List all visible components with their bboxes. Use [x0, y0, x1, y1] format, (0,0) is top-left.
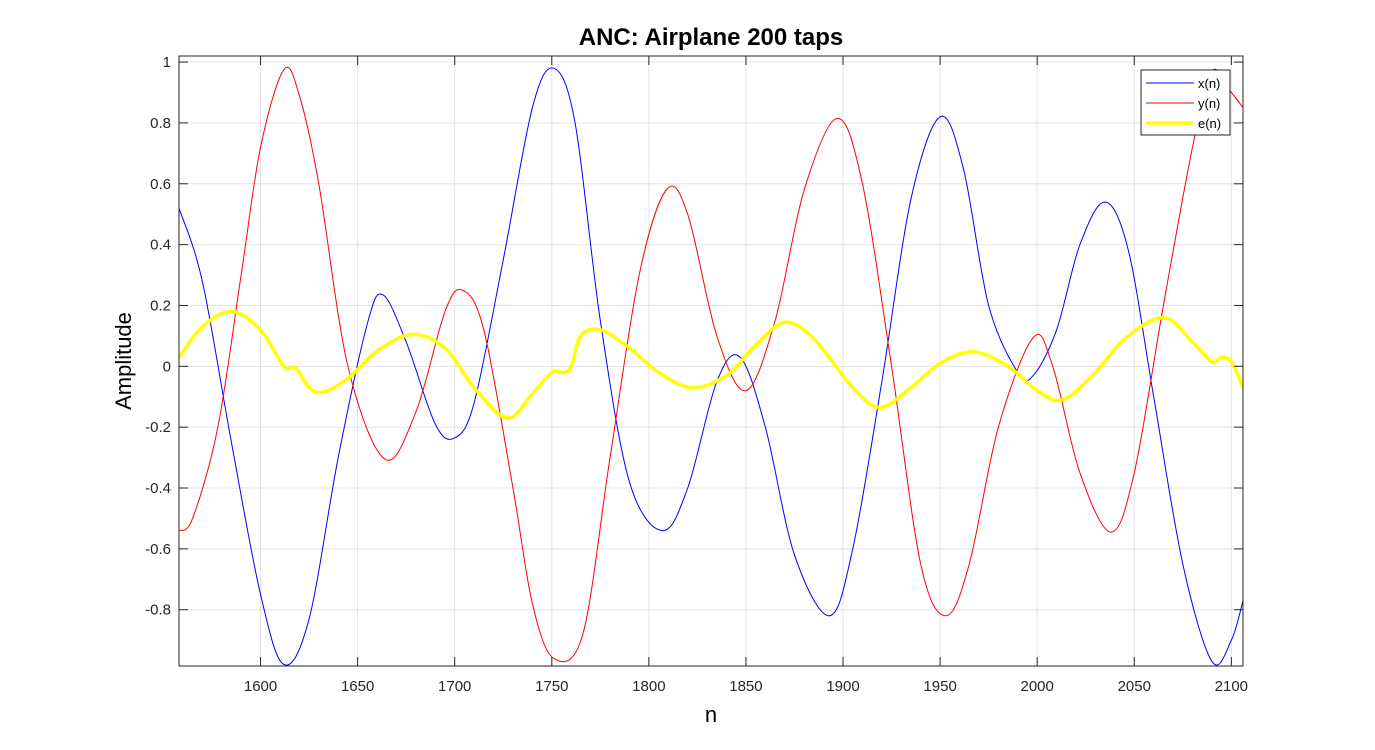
y-tick-label: -0.4: [145, 480, 171, 497]
plot-frame: [178, 55, 1244, 667]
legend-label-y-n: y(n): [1198, 96, 1220, 111]
y-tick-label: 0.8: [150, 115, 171, 132]
x-tick-label: 1650: [341, 678, 374, 695]
x-tick-label: 1800: [632, 678, 665, 695]
x-tick-label: 1750: [535, 678, 568, 695]
x-tick-label: 1950: [923, 678, 956, 695]
x-tick-label: 2050: [1118, 678, 1151, 695]
x-tick-label: 1700: [438, 678, 471, 695]
y-tick-label: -0.8: [145, 602, 171, 619]
legend: x(n) y(n) e(n): [1140, 69, 1231, 136]
y-tick-label: 0.4: [150, 237, 171, 254]
legend-label-x-n: x(n): [1198, 76, 1220, 91]
series-line-y-n: [179, 66, 1243, 663]
legend-label-e-n: e(n): [1198, 116, 1221, 131]
x-tick-label: 1900: [826, 678, 859, 695]
y-tick-label: 0.6: [150, 176, 171, 193]
chart-title: ANC: Airplane 200 taps: [579, 24, 844, 51]
x-tick-label: 1850: [729, 678, 762, 695]
y-tick-label: 1: [163, 54, 171, 71]
series-lines: [179, 66, 1243, 666]
plot-area: [179, 56, 1243, 666]
y-tick-label: 0.2: [150, 297, 171, 314]
x-tick-label: 2000: [1021, 678, 1054, 695]
axis-ticks: 1600 1650 1700 1750 1800 1850 1900 1950 2000 2050…: [145, 54, 1248, 695]
x-tick-label: 1600: [244, 678, 277, 695]
y-tick-label: -0.2: [145, 419, 171, 436]
x-axis-label: n: [705, 702, 717, 727]
x-tick-label: 2100: [1215, 678, 1248, 695]
series-line-x-n: [179, 67, 1243, 666]
series-line-e-n: [179, 309, 1243, 420]
y-tick-label: 0: [163, 358, 171, 375]
y-axis-label: Amplitude: [111, 312, 136, 410]
y-tick-label: -0.6: [145, 541, 171, 558]
